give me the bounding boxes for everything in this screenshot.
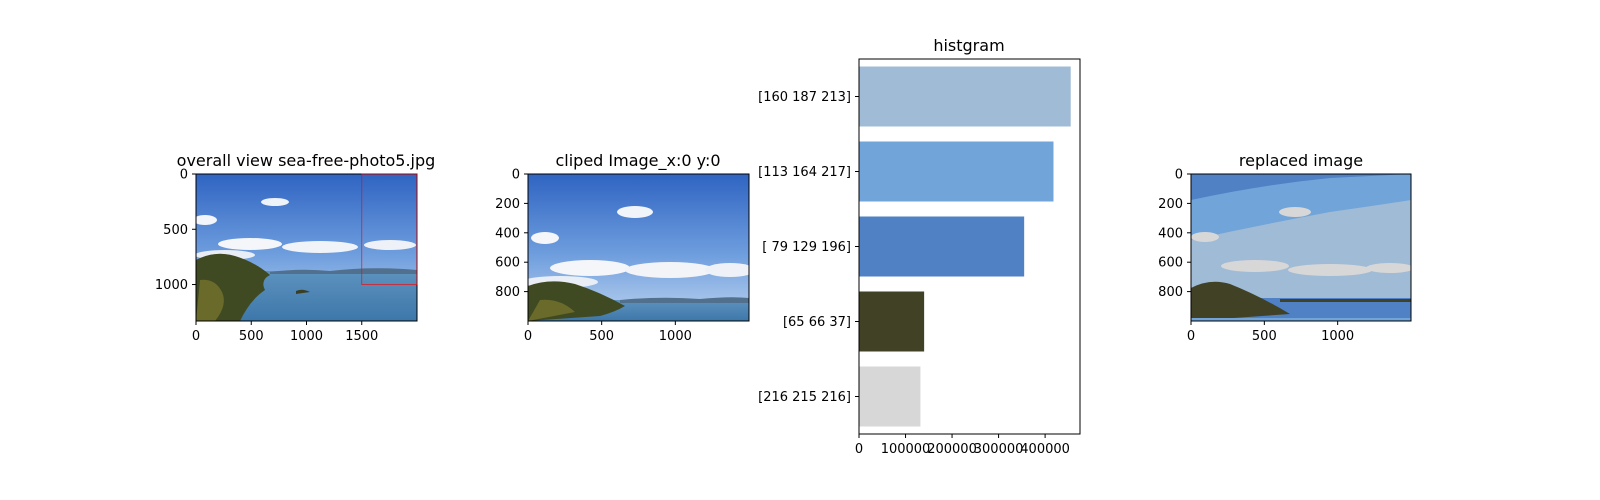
overall-ytick-label: 1000: [155, 278, 188, 293]
histogram-xtick-label: 200000: [927, 442, 977, 457]
histogram-bar: [859, 216, 1025, 277]
histogram-category-label: [65 66 37]: [783, 315, 851, 330]
clipped-axes: 0 500 1000 0 200 400 600 800: [495, 168, 692, 345]
clipped-ytick-label: 0: [512, 168, 520, 183]
histogram-category-label: [216 215 216]: [758, 390, 851, 405]
panel-clipped-title: cliped Image_x:0 y:0: [555, 151, 720, 171]
replaced-ytick-label: 600: [1158, 256, 1183, 271]
replaced-xtick-label: 1000: [1321, 329, 1354, 344]
replaced-photo: [1191, 174, 1411, 321]
panel-overall-view: overall view sea-free-photo5.jpg 0 500 100…: [155, 151, 435, 344]
clipped-ytick-label: 200: [495, 197, 520, 212]
histogram-category-label: [113 164 217]: [758, 165, 851, 180]
histogram-bar: [859, 366, 921, 427]
replaced-frame: [1190, 173, 1412, 322]
histogram-bar: [859, 66, 1071, 127]
replaced-xtick-label: 500: [1252, 329, 1277, 344]
replaced-ytick-label: 400: [1158, 226, 1183, 241]
histogram-xtick-label: 400000: [1020, 442, 1070, 457]
clipped-xtick-label: 500: [589, 329, 614, 344]
clipped-ytick-label: 400: [495, 226, 520, 241]
clipped-xtick-label: 0: [524, 329, 532, 344]
histogram-category-label: [ 79 129 196]: [762, 240, 851, 255]
overall-axes: 0 500 1000 1500 0 500 1000: [155, 168, 378, 345]
replaced-ytick-label: 800: [1158, 285, 1183, 300]
histogram-bar: [859, 291, 925, 352]
overall-photo: [196, 174, 417, 321]
panel-replaced-title: replaced image: [1239, 151, 1363, 170]
overall-xtick-label: 1000: [290, 329, 323, 344]
replaced-xtick-label: 0: [1187, 329, 1195, 344]
histogram-category-label: [160 187 213]: [758, 90, 851, 105]
overall-xtick-label: 1500: [345, 329, 378, 344]
panel-overall-title: overall view sea-free-photo5.jpg: [177, 151, 436, 170]
panel-clipped: cliped Image_x:0 y:0 0 500 1000 0 200 400 600 8…: [495, 151, 750, 345]
clip-region-rect: [361, 173, 418, 285]
clipped-ytick-label: 600: [495, 256, 520, 271]
overall-xtick-label: 0: [192, 329, 200, 344]
replaced-axes: 0 500 1000 0 200 400 600 800: [1158, 168, 1354, 345]
histogram-bars: [859, 66, 1071, 427]
histogram-axes: [160 187 213] [113 164 217] [ 79 129 196] […: [758, 90, 1070, 457]
clipped-frame: [527, 173, 750, 322]
histogram-xtick-label: 0: [855, 442, 863, 457]
overall-ytick-label: 500: [163, 223, 188, 238]
clipped-photo: [528, 174, 749, 321]
clipped-ytick-label: 800: [495, 285, 520, 300]
histogram-xtick-label: 100000: [881, 442, 931, 457]
histogram-xtick-label: 300000: [974, 442, 1024, 457]
overall-ytick-label: 0: [180, 168, 188, 183]
panel-replaced: replaced image 0 500 1000 0 200 400 600 800: [1158, 151, 1412, 345]
replaced-ytick-label: 200: [1158, 197, 1183, 212]
replaced-ytick-label: 0: [1175, 168, 1183, 183]
histogram-title: histgram: [933, 36, 1004, 55]
overall-xtick-label: 500: [239, 329, 264, 344]
histogram-bar: [859, 141, 1054, 202]
clipped-xtick-label: 1000: [659, 329, 692, 344]
panel-histogram: histgram [160 187 213] [113 164 217] [ 79 …: [758, 36, 1081, 457]
